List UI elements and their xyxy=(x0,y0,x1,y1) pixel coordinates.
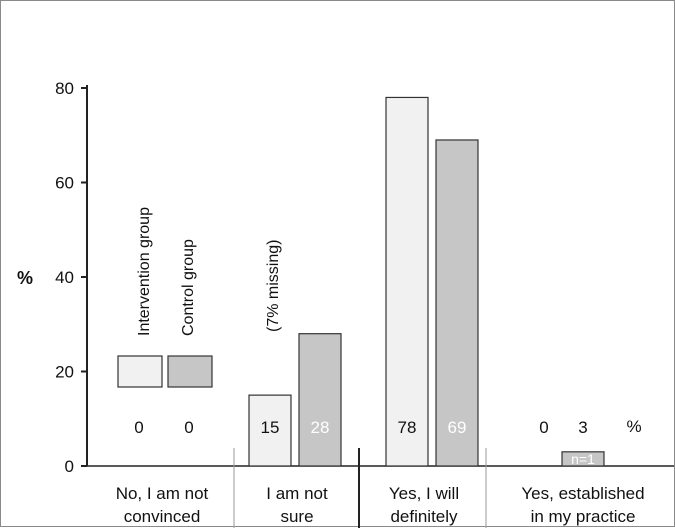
data-label: 15 xyxy=(261,418,280,437)
labels-group: 0 15 78 0 0 28 69 3 n=1 xyxy=(134,418,595,467)
legend-swatch-intervention xyxy=(117,355,163,388)
y-tick-label: 0 xyxy=(65,457,74,476)
bar-control xyxy=(435,139,479,467)
percent-label: % xyxy=(626,417,641,436)
missing-annotation: (7% missing) xyxy=(265,240,282,332)
bar-intervention xyxy=(248,394,292,467)
category-label-4-line2: in my practice xyxy=(531,507,636,526)
bars-group xyxy=(248,96,605,467)
n-annotation: n=1 xyxy=(571,451,595,467)
axes-group: 0 20 40 60 80 xyxy=(55,79,674,528)
category-label-3-line1: Yes, I will xyxy=(389,484,459,503)
category-label-2-line2: sure xyxy=(280,507,313,526)
legend-label-intervention: Intervention group xyxy=(136,207,153,336)
data-label: 69 xyxy=(448,418,467,437)
data-label: 3 xyxy=(578,418,587,437)
y-tick-label: 80 xyxy=(55,79,74,98)
data-label: 0 xyxy=(184,418,193,437)
y-axis-title: % xyxy=(17,268,33,288)
legend-label-control: Control group xyxy=(180,239,197,336)
y-tick-label: 20 xyxy=(55,363,74,382)
bar-intervention xyxy=(385,96,429,467)
category-label-3-line2: definitely xyxy=(390,507,458,526)
bar-control xyxy=(298,333,342,467)
data-label: 0 xyxy=(134,418,143,437)
legend-swatch-control xyxy=(167,355,213,388)
data-label: 0 xyxy=(539,418,548,437)
category-label-4-line1: Yes, established xyxy=(521,484,644,503)
category-label-2-line1: I am not xyxy=(266,484,328,503)
category-label-1-line2: convinced xyxy=(124,507,201,526)
y-tick-label: 60 xyxy=(55,174,74,193)
y-tick-label: 40 xyxy=(55,268,74,287)
data-label: 78 xyxy=(398,418,417,437)
data-label: 28 xyxy=(311,418,330,437)
category-label-1-line1: No, I am not xyxy=(116,484,209,503)
bar-control xyxy=(561,451,605,467)
